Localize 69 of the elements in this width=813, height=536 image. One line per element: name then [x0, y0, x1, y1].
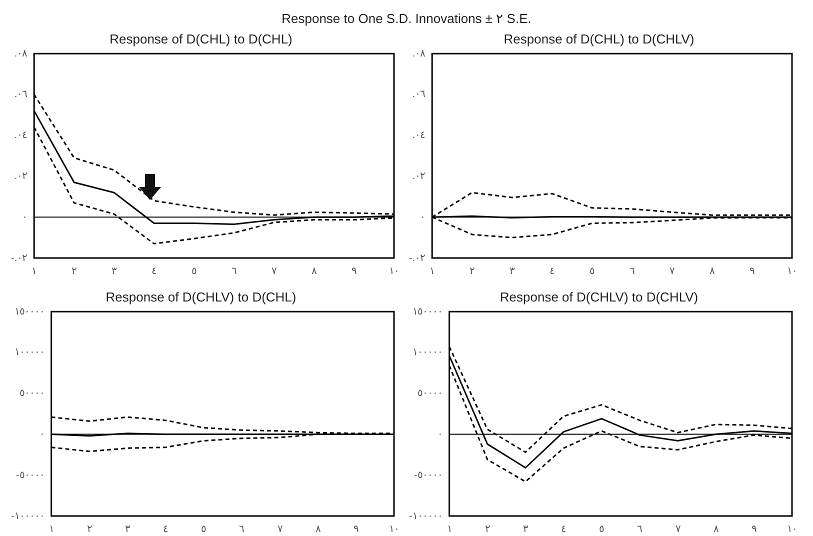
- x-tick-label: ٧: [272, 266, 278, 277]
- y-tick-label: .٠٤: [14, 130, 28, 142]
- x-tick-label: ٨: [713, 524, 720, 535]
- x-tick-label: ١: [32, 266, 37, 277]
- x-tick-label: ١: [48, 524, 54, 535]
- x-tick-label: ١: [430, 266, 435, 277]
- y-tick-label: ١٥٠٠٠٠: [14, 306, 44, 318]
- chart-title: Response of D(CHLV) to D(CHL): [106, 289, 296, 304]
- x-tick-label: ١٠: [787, 266, 797, 277]
- chart-title: Response of D(CHL) to D(CHLV): [504, 31, 694, 46]
- y-tick-label: -١٠٠٠٠٠: [10, 510, 44, 522]
- y-tick-label: -.٠٢: [409, 252, 426, 264]
- x-tick-label: ٧: [277, 524, 284, 535]
- x-tick-label: ٩: [751, 524, 756, 535]
- y-tick-label: -.٠٢: [11, 252, 28, 264]
- x-tick-label: ٦: [239, 524, 244, 535]
- chart-title: Response of D(CHL) to D(CHL): [110, 31, 292, 46]
- y-tick-label: -٥٠٠٠٠: [16, 470, 44, 481]
- y-tick-label: ٠: [420, 212, 426, 223]
- x-tick-label: ٨: [312, 266, 318, 277]
- y-tick-label: ٠: [437, 428, 442, 440]
- y-tick-label: ٥٠٠٠٠: [417, 388, 442, 400]
- x-tick-label: ١٠: [787, 524, 797, 535]
- x-tick-label: ٣: [522, 524, 529, 535]
- y-tick-label: .٠٢: [14, 170, 28, 182]
- chart-title: Response of D(CHLV) to D(CHLV): [500, 289, 698, 304]
- x-tick-label: ٢: [484, 524, 490, 535]
- x-tick-label: ٩: [353, 524, 358, 535]
- x-tick-label: ٧: [675, 524, 682, 535]
- x-tick-label: ٨: [710, 266, 716, 277]
- x-tick-label: ٦: [232, 266, 237, 277]
- x-tick-label: ٩: [352, 266, 357, 277]
- y-tick-label: ٥٠٠٠٠: [19, 388, 44, 400]
- x-tick-label: ٢: [86, 524, 92, 535]
- x-tick-label: ٤: [550, 266, 555, 277]
- x-tick-label: ٤: [561, 524, 566, 535]
- x-tick-label: ٥: [590, 266, 595, 277]
- y-tick-label: ٠: [22, 212, 28, 223]
- y-tick-label: ١٠٠٠٠٠: [14, 347, 44, 358]
- text: Response to One S.D. Innovations ± ٢ S.E.: [280, 10, 532, 28]
- y-tick-label: ٠: [39, 428, 44, 440]
- y-tick-label: .٠٦: [412, 89, 426, 100]
- x-tick-label: ٩: [750, 266, 755, 277]
- x-tick-label: ٦: [637, 524, 642, 535]
- y-tick-label: -٥٠٠٠٠: [414, 470, 442, 481]
- x-tick-label: ٧: [670, 266, 676, 277]
- y-tick-label: ١٥٠٠٠٠: [412, 306, 442, 318]
- x-tick-label: ٤: [163, 524, 168, 535]
- x-tick-label: ٣: [112, 266, 118, 277]
- y-tick-label: .٠٤: [412, 130, 426, 142]
- y-tick-label: .٠٨: [14, 48, 28, 60]
- y-tick-label: ١٠٠٠٠٠: [412, 347, 442, 358]
- x-tick-label: ٥: [192, 266, 197, 277]
- y-tick-label: .٠٨: [412, 48, 426, 60]
- x-tick-label: ٣: [510, 266, 516, 277]
- x-tick-label: ١: [446, 524, 452, 535]
- x-tick-label: ١٠: [389, 524, 399, 535]
- y-tick-label: -١٠٠٠٠٠: [408, 510, 442, 522]
- x-tick-label: ٤: [152, 266, 157, 277]
- x-tick-label: ٥: [201, 524, 206, 535]
- x-tick-label: ٥: [599, 524, 604, 535]
- x-tick-label: ٦: [630, 266, 635, 277]
- y-tick-label: .٠٦: [14, 89, 28, 100]
- x-tick-label: ١٠: [389, 266, 399, 277]
- y-tick-label: .٠٢: [412, 170, 426, 182]
- x-tick-label: ٢: [72, 266, 77, 277]
- x-tick-label: ٢: [470, 266, 475, 277]
- x-tick-label: ٨: [315, 524, 322, 535]
- x-tick-label: ٣: [124, 524, 131, 535]
